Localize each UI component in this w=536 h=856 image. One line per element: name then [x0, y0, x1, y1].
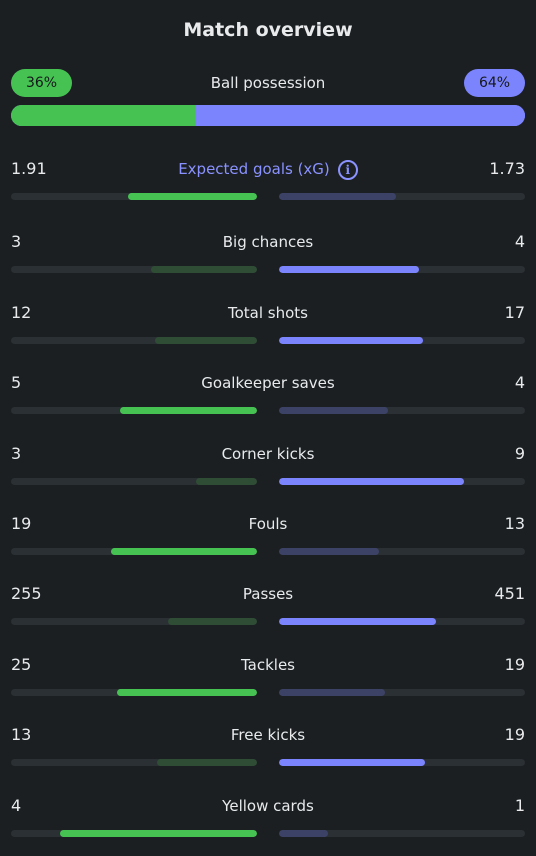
stat-row-free-kicks: 13 Free kicks 19 — [11, 724, 525, 768]
away-bar-fill — [279, 193, 396, 200]
home-value: 1.91 — [11, 159, 47, 178]
stat-label: Goalkeeper saves — [201, 374, 335, 392]
home-bar-fill — [151, 266, 257, 273]
away-bar-fill — [279, 548, 379, 555]
home-bar-fill — [110, 548, 257, 555]
away-bar-track — [279, 407, 525, 414]
home-bar-track — [11, 548, 257, 555]
home-value: 12 — [11, 303, 32, 322]
away-value: 1.73 — [489, 159, 525, 178]
away-bar-fill — [279, 266, 420, 273]
page-title: Match overview — [183, 19, 353, 41]
home-value: 25 — [11, 655, 32, 674]
home-bar-fill — [120, 407, 257, 414]
home-value: 13 — [11, 725, 32, 744]
home-bar-track — [11, 193, 257, 200]
stat-row-yellow-cards: 4 Yellow cards 1 — [11, 795, 525, 839]
stat-row-goalkeeper-saves: 5 Goalkeeper saves 4 — [11, 372, 525, 416]
possession-label: Ball possession — [210, 74, 326, 92]
home-bar-fill — [155, 337, 257, 344]
away-value: 451 — [494, 584, 525, 603]
away-bar-fill — [279, 337, 424, 344]
away-bar-fill — [279, 830, 329, 837]
away-value: 4 — [514, 373, 525, 392]
home-bar-fill — [117, 689, 257, 696]
stat-row-total-shots: 12 Total shots 17 — [11, 302, 525, 346]
home-value: 3 — [11, 444, 22, 463]
away-bar-track — [279, 548, 525, 555]
stat-label: Total shots — [228, 304, 308, 322]
away-value: 19 — [504, 655, 525, 674]
home-bar-track — [11, 759, 257, 766]
home-bar-fill — [60, 830, 257, 837]
home-bar-fill — [127, 193, 257, 200]
home-value: 19 — [11, 514, 32, 533]
home-bar-track — [11, 407, 257, 414]
home-bar-track — [11, 478, 257, 485]
stat-row-big-chances: 3 Big chances 4 — [11, 231, 525, 275]
away-value: 13 — [504, 514, 525, 533]
home-bar-track — [11, 266, 257, 273]
away-bar-fill — [279, 478, 464, 485]
away-bar-track — [279, 759, 525, 766]
home-bar-track — [11, 689, 257, 696]
home-bar-fill — [157, 759, 257, 766]
stat-label: Free kicks — [230, 726, 306, 744]
stat-row-passes: 255 Passes 451 — [11, 583, 525, 627]
home-possession-badge: 36% — [11, 69, 72, 97]
away-bar-track — [279, 689, 525, 696]
stat-label: Tackles — [240, 656, 296, 674]
away-bar-track — [279, 618, 525, 625]
possession-bar — [11, 105, 525, 126]
away-value: 17 — [504, 303, 525, 322]
possession-header: 36% Ball possession 64% — [11, 69, 525, 97]
stat-row-fouls: 19 Fouls 13 — [11, 513, 525, 557]
stat-label: Passes — [242, 585, 294, 603]
away-bar-track — [279, 830, 525, 837]
away-bar-fill — [279, 759, 426, 766]
home-bar-track — [11, 618, 257, 625]
info-icon[interactable]: i — [337, 159, 358, 180]
away-possession-fill — [196, 105, 525, 126]
stat-label: Fouls — [248, 515, 288, 533]
stat-row-corner-kicks: 3 Corner kicks 9 — [11, 443, 525, 487]
home-value: 5 — [11, 373, 22, 392]
stat-label[interactable]: Expected goals (xG) i — [11, 158, 525, 180]
stat-row-expected-goals: 1.91 Expected goals (xG) i 1.73 — [11, 158, 525, 202]
away-possession-badge: 64% — [464, 69, 525, 97]
home-bar-track — [11, 337, 257, 344]
away-bar-fill — [279, 618, 437, 625]
home-bar-fill — [195, 478, 257, 485]
away-value: 4 — [514, 232, 525, 251]
away-bar-track — [279, 337, 525, 344]
away-value: 1 — [514, 796, 525, 815]
home-bar-track — [11, 830, 257, 837]
away-bar-track — [279, 266, 525, 273]
home-bar-fill — [168, 618, 257, 625]
stat-label: Corner kicks — [221, 445, 315, 463]
home-value: 4 — [11, 796, 22, 815]
away-bar-track — [279, 478, 525, 485]
stat-label: Big chances — [222, 233, 314, 251]
away-value: 19 — [504, 725, 525, 744]
home-value: 3 — [11, 232, 22, 251]
away-bar-fill — [279, 407, 389, 414]
stat-label: Yellow cards — [222, 797, 314, 815]
away-bar-fill — [279, 689, 386, 696]
home-value: 255 — [11, 584, 42, 603]
away-bar-track — [279, 193, 525, 200]
stat-row-tackles: 25 Tackles 19 — [11, 654, 525, 698]
away-value: 9 — [514, 444, 525, 463]
home-possession-fill — [11, 105, 197, 126]
